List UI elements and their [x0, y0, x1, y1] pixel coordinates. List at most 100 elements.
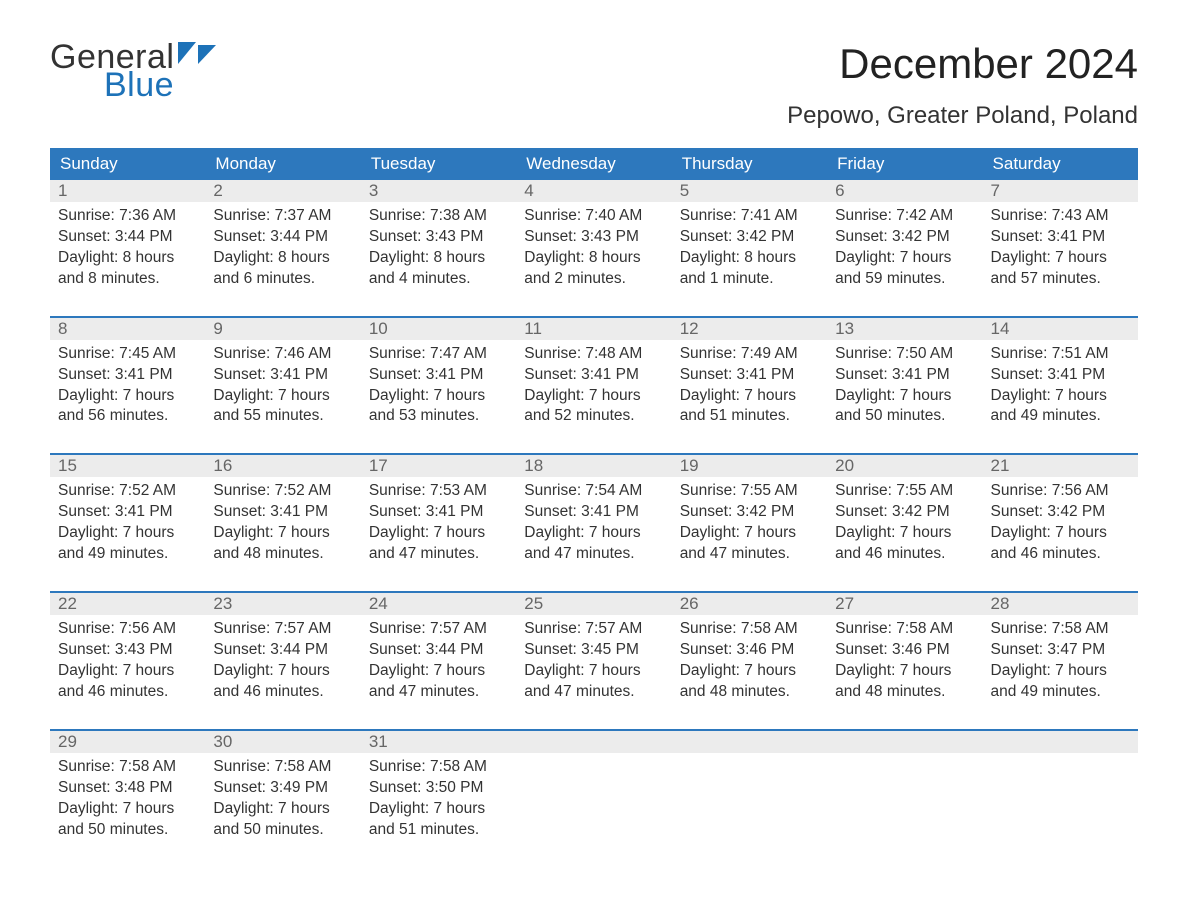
day-details: Sunrise: 7:57 AMSunset: 3:45 PMDaylight:…: [516, 615, 671, 711]
daylight-text: and 2 minutes.: [524, 269, 663, 290]
day-details: Sunrise: 7:52 AMSunset: 3:41 PMDaylight:…: [50, 477, 205, 573]
daylight-text: Daylight: 7 hours: [213, 661, 352, 682]
daylight-text: Daylight: 7 hours: [680, 386, 819, 407]
calendar-week: 22Sunrise: 7:56 AMSunset: 3:43 PMDayligh…: [50, 591, 1138, 711]
daylight-text: and 56 minutes.: [58, 406, 197, 427]
header: General Blue December 2024 Pepowo, Great…: [50, 40, 1138, 130]
calendar-day: 23Sunrise: 7:57 AMSunset: 3:44 PMDayligh…: [205, 593, 360, 711]
daylight-text: Daylight: 7 hours: [680, 523, 819, 544]
sunrise-text: Sunrise: 7:48 AM: [524, 344, 663, 365]
daylight-text: Daylight: 7 hours: [835, 523, 974, 544]
calendar-day: 21Sunrise: 7:56 AMSunset: 3:42 PMDayligh…: [983, 455, 1138, 573]
daylight-text: Daylight: 8 hours: [58, 248, 197, 269]
daylight-text: and 46 minutes.: [991, 544, 1130, 565]
day-number: 27: [827, 593, 982, 615]
daylight-text: Daylight: 7 hours: [213, 799, 352, 820]
day-details: Sunrise: 7:58 AMSunset: 3:46 PMDaylight:…: [672, 615, 827, 711]
sunrise-text: Sunrise: 7:58 AM: [213, 757, 352, 778]
day-number: 14: [983, 318, 1138, 340]
day-details: Sunrise: 7:45 AMSunset: 3:41 PMDaylight:…: [50, 340, 205, 436]
day-number: 10: [361, 318, 516, 340]
calendar-day: 4Sunrise: 7:40 AMSunset: 3:43 PMDaylight…: [516, 180, 671, 298]
daylight-text: Daylight: 7 hours: [369, 799, 508, 820]
sunrise-text: Sunrise: 7:56 AM: [991, 481, 1130, 502]
calendar-week: 15Sunrise: 7:52 AMSunset: 3:41 PMDayligh…: [50, 453, 1138, 573]
calendar-week: 1Sunrise: 7:36 AMSunset: 3:44 PMDaylight…: [50, 180, 1138, 298]
sunset-text: Sunset: 3:41 PM: [524, 365, 663, 386]
calendar-day: 3Sunrise: 7:38 AMSunset: 3:43 PMDaylight…: [361, 180, 516, 298]
sunrise-text: Sunrise: 7:50 AM: [835, 344, 974, 365]
sunset-text: Sunset: 3:41 PM: [680, 365, 819, 386]
sunset-text: Sunset: 3:50 PM: [369, 778, 508, 799]
title-block: December 2024 Pepowo, Greater Poland, Po…: [787, 40, 1138, 130]
daylight-text: and 59 minutes.: [835, 269, 974, 290]
calendar-day: [672, 731, 827, 849]
daylight-text: and 51 minutes.: [369, 820, 508, 841]
dow-sunday: Sunday: [50, 148, 205, 180]
day-number: [672, 731, 827, 753]
daylight-text: and 1 minute.: [680, 269, 819, 290]
sunset-text: Sunset: 3:43 PM: [524, 227, 663, 248]
sunset-text: Sunset: 3:44 PM: [369, 640, 508, 661]
day-details: Sunrise: 7:58 AMSunset: 3:46 PMDaylight:…: [827, 615, 982, 711]
daylight-text: and 50 minutes.: [213, 820, 352, 841]
daylight-text: and 48 minutes.: [835, 682, 974, 703]
calendar: Sunday Monday Tuesday Wednesday Thursday…: [50, 148, 1138, 848]
daylight-text: Daylight: 7 hours: [213, 523, 352, 544]
sunset-text: Sunset: 3:44 PM: [213, 640, 352, 661]
calendar-day: 6Sunrise: 7:42 AMSunset: 3:42 PMDaylight…: [827, 180, 982, 298]
day-details: Sunrise: 7:49 AMSunset: 3:41 PMDaylight:…: [672, 340, 827, 436]
daylight-text: and 47 minutes.: [524, 544, 663, 565]
sunset-text: Sunset: 3:47 PM: [991, 640, 1130, 661]
calendar-day: 27Sunrise: 7:58 AMSunset: 3:46 PMDayligh…: [827, 593, 982, 711]
daylight-text: Daylight: 8 hours: [680, 248, 819, 269]
day-details: Sunrise: 7:51 AMSunset: 3:41 PMDaylight:…: [983, 340, 1138, 436]
sunrise-text: Sunrise: 7:37 AM: [213, 206, 352, 227]
sunset-text: Sunset: 3:41 PM: [524, 502, 663, 523]
sunset-text: Sunset: 3:44 PM: [213, 227, 352, 248]
calendar-day: 28Sunrise: 7:58 AMSunset: 3:47 PMDayligh…: [983, 593, 1138, 711]
day-details: Sunrise: 7:56 AMSunset: 3:43 PMDaylight:…: [50, 615, 205, 711]
daylight-text: Daylight: 8 hours: [369, 248, 508, 269]
day-details: Sunrise: 7:41 AMSunset: 3:42 PMDaylight:…: [672, 202, 827, 298]
sunrise-text: Sunrise: 7:38 AM: [369, 206, 508, 227]
calendar-day: 2Sunrise: 7:37 AMSunset: 3:44 PMDaylight…: [205, 180, 360, 298]
calendar-day: 11Sunrise: 7:48 AMSunset: 3:41 PMDayligh…: [516, 318, 671, 436]
day-details: Sunrise: 7:53 AMSunset: 3:41 PMDaylight:…: [361, 477, 516, 573]
daylight-text: and 46 minutes.: [213, 682, 352, 703]
sunrise-text: Sunrise: 7:58 AM: [369, 757, 508, 778]
sunset-text: Sunset: 3:43 PM: [58, 640, 197, 661]
day-details: [672, 753, 827, 843]
calendar-day: 29Sunrise: 7:58 AMSunset: 3:48 PMDayligh…: [50, 731, 205, 849]
day-of-week-header: Sunday Monday Tuesday Wednesday Thursday…: [50, 148, 1138, 180]
day-details: Sunrise: 7:50 AMSunset: 3:41 PMDaylight:…: [827, 340, 982, 436]
day-number: 25: [516, 593, 671, 615]
daylight-text: Daylight: 7 hours: [680, 661, 819, 682]
sunrise-text: Sunrise: 7:52 AM: [213, 481, 352, 502]
daylight-text: Daylight: 7 hours: [835, 248, 974, 269]
day-details: Sunrise: 7:52 AMSunset: 3:41 PMDaylight:…: [205, 477, 360, 573]
calendar-day: 31Sunrise: 7:58 AMSunset: 3:50 PMDayligh…: [361, 731, 516, 849]
daylight-text: and 6 minutes.: [213, 269, 352, 290]
day-number: [827, 731, 982, 753]
daylight-text: and 47 minutes.: [524, 682, 663, 703]
calendar-day: 13Sunrise: 7:50 AMSunset: 3:41 PMDayligh…: [827, 318, 982, 436]
daylight-text: and 4 minutes.: [369, 269, 508, 290]
sunset-text: Sunset: 3:41 PM: [213, 365, 352, 386]
sunset-text: Sunset: 3:41 PM: [991, 365, 1130, 386]
daylight-text: and 49 minutes.: [58, 544, 197, 565]
sunrise-text: Sunrise: 7:57 AM: [213, 619, 352, 640]
daylight-text: Daylight: 7 hours: [369, 661, 508, 682]
day-details: Sunrise: 7:57 AMSunset: 3:44 PMDaylight:…: [205, 615, 360, 711]
calendar-day: 1Sunrise: 7:36 AMSunset: 3:44 PMDaylight…: [50, 180, 205, 298]
daylight-text: Daylight: 8 hours: [213, 248, 352, 269]
sunrise-text: Sunrise: 7:42 AM: [835, 206, 974, 227]
sunrise-text: Sunrise: 7:51 AM: [991, 344, 1130, 365]
calendar-day: 10Sunrise: 7:47 AMSunset: 3:41 PMDayligh…: [361, 318, 516, 436]
day-number: 17: [361, 455, 516, 477]
calendar-day: 8Sunrise: 7:45 AMSunset: 3:41 PMDaylight…: [50, 318, 205, 436]
calendar-day: 17Sunrise: 7:53 AMSunset: 3:41 PMDayligh…: [361, 455, 516, 573]
day-details: Sunrise: 7:47 AMSunset: 3:41 PMDaylight:…: [361, 340, 516, 436]
sunrise-text: Sunrise: 7:58 AM: [58, 757, 197, 778]
day-number: [516, 731, 671, 753]
